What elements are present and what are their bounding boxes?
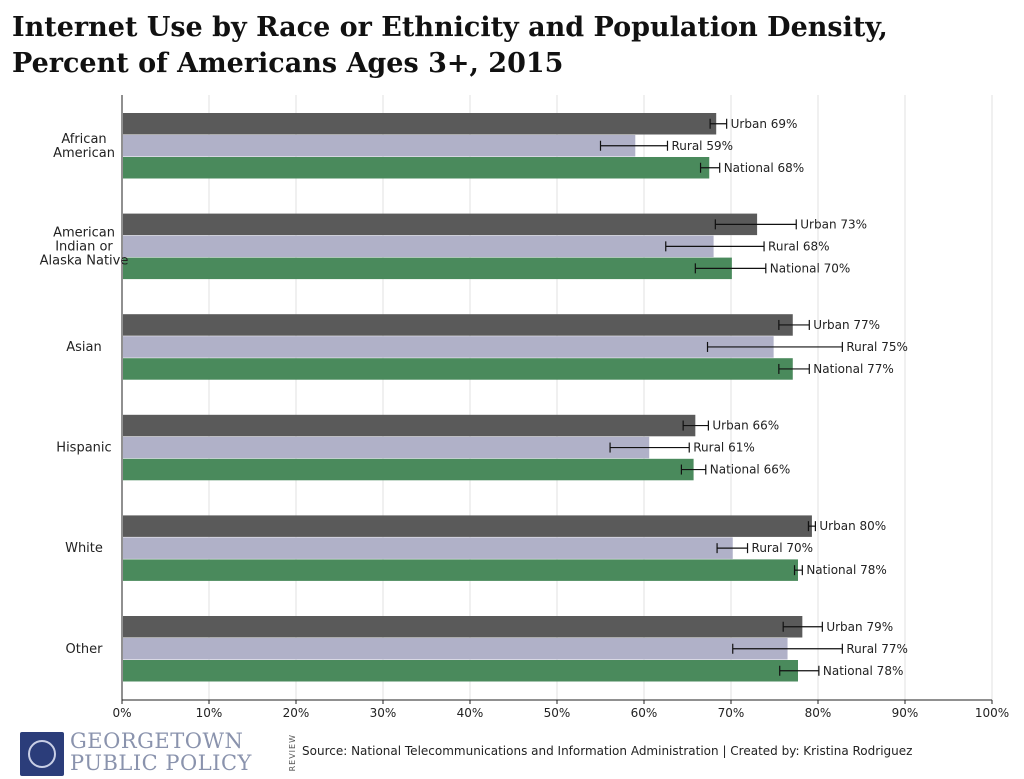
bar-national bbox=[123, 559, 798, 581]
category-label: American bbox=[53, 225, 115, 240]
data-label-urban: Urban 66% bbox=[712, 419, 779, 433]
data-label-rural: Rural 77% bbox=[846, 642, 908, 656]
logo-review: REVIEW bbox=[288, 734, 297, 772]
data-label-rural: Rural 75% bbox=[846, 340, 908, 354]
x-tick-label: 90% bbox=[892, 706, 919, 720]
category-label: Hispanic bbox=[56, 441, 111, 456]
x-tick-label: 70% bbox=[718, 706, 745, 720]
x-tick-label: 20% bbox=[283, 706, 310, 720]
x-tick-label: 10% bbox=[196, 706, 223, 720]
category-label: African bbox=[61, 132, 106, 147]
bar-urban bbox=[123, 414, 696, 437]
data-label-rural: Rural 61% bbox=[693, 441, 755, 455]
category-label: American bbox=[53, 146, 115, 161]
logo-wordmark: GEORGETOWN PUBLIC POLICY bbox=[70, 730, 252, 774]
bar-rural bbox=[123, 537, 733, 559]
data-label-national: National 68% bbox=[724, 161, 805, 175]
data-label-national: National 66% bbox=[710, 463, 791, 477]
bar-urban bbox=[123, 616, 803, 638]
bar-national bbox=[123, 257, 732, 280]
category-label: Indian or bbox=[55, 239, 113, 254]
bar-urban bbox=[123, 113, 717, 135]
x-tick-label: 30% bbox=[370, 706, 397, 720]
x-tick-label: 100% bbox=[975, 706, 1009, 720]
bar-rural bbox=[123, 235, 714, 258]
bar-rural bbox=[123, 135, 636, 157]
data-label-rural: Rural 68% bbox=[768, 239, 830, 253]
source-note: Source: National Telecommunications and … bbox=[302, 744, 913, 758]
data-label-rural: Rural 59% bbox=[671, 139, 733, 153]
data-label-national: National 78% bbox=[823, 664, 904, 678]
data-label-national: National 70% bbox=[770, 261, 851, 275]
bar-rural bbox=[123, 436, 650, 459]
data-label-urban: Urban 73% bbox=[800, 217, 867, 231]
x-tick-label: 50% bbox=[544, 706, 571, 720]
title-line-2: Percent of Americans Ages 3+, 2015 bbox=[12, 48, 564, 79]
bar-national bbox=[123, 458, 694, 481]
data-label-urban: Urban 77% bbox=[813, 318, 880, 332]
x-tick-label: 80% bbox=[805, 706, 832, 720]
data-label-urban: Urban 79% bbox=[826, 620, 893, 634]
bar-national bbox=[123, 660, 798, 682]
data-label-national: National 77% bbox=[813, 362, 894, 376]
data-label-urban: Urban 69% bbox=[731, 117, 798, 131]
x-tick-label: 0% bbox=[112, 706, 131, 720]
x-tick-label: 60% bbox=[631, 706, 658, 720]
gppr-logo: GEORGETOWN PUBLIC POLICY REVIEW bbox=[20, 730, 297, 776]
category-label: Other bbox=[66, 642, 104, 657]
bar-national bbox=[123, 157, 710, 179]
title-line-1: Internet Use by Race or Ethnicity and Po… bbox=[12, 12, 888, 43]
category-label: Asian bbox=[66, 340, 101, 355]
category-label: White bbox=[65, 541, 103, 556]
bar-rural bbox=[123, 638, 788, 660]
bar-urban bbox=[123, 314, 793, 336]
data-label-national: National 78% bbox=[806, 563, 887, 577]
bar-rural bbox=[123, 336, 774, 358]
bar-urban bbox=[123, 515, 812, 537]
data-label-urban: Urban 80% bbox=[819, 519, 886, 533]
bar-urban bbox=[123, 213, 758, 236]
category-label: Alaska Native bbox=[40, 253, 129, 268]
chart-title: Internet Use by Race or Ethnicity and Po… bbox=[12, 10, 1012, 82]
bar-national bbox=[123, 358, 793, 380]
x-tick-label: 40% bbox=[457, 706, 484, 720]
university-seal-icon bbox=[20, 732, 64, 776]
data-label-rural: Rural 70% bbox=[752, 541, 814, 555]
logo-line-1: GEORGETOWN bbox=[70, 729, 244, 753]
logo-line-2: PUBLIC POLICY bbox=[70, 751, 252, 775]
